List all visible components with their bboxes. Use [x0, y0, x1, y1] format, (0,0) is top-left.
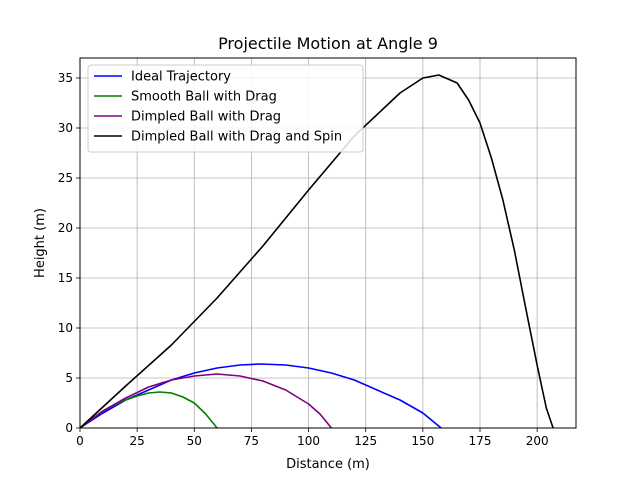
y-tick-label: 15 — [58, 271, 73, 285]
legend-label-4: Dimpled Ball with Drag and Spin — [131, 130, 342, 145]
y-tick-label: 0 — [65, 421, 73, 435]
x-tick-label: 100 — [297, 434, 320, 448]
legend: Ideal Trajectory Smooth Ball with Drag Dim… — [87, 64, 364, 153]
x-tick-label: 0 — [76, 434, 84, 448]
legend-entries: Ideal Trajectory Smooth Ball with Drag Dim… — [94, 70, 342, 145]
x-tick-label: 75 — [244, 434, 259, 448]
x-tick-label: 175 — [469, 434, 492, 448]
plot-frame — [79, 57, 577, 429]
series-line-1 — [79, 363, 442, 429]
legend-label-1: Ideal Trajectory — [131, 70, 231, 85]
x-tick-label: 25 — [130, 434, 145, 448]
legend-label-2: Smooth Ball with Drag — [131, 90, 277, 105]
chart-title: Projectile Motion at Angle 9 — [218, 34, 438, 53]
y-axis-label: Height (m) — [33, 208, 48, 278]
y-tick-label: 10 — [58, 321, 73, 335]
series-line-4 — [79, 74, 554, 429]
legend-label-3: Dimpled Ball with Drag — [131, 110, 281, 125]
series-line-3 — [79, 373, 333, 429]
y-tick-label: 30 — [58, 121, 73, 135]
series-lines — [79, 74, 554, 429]
x-tick-label: 125 — [354, 434, 377, 448]
x-tick-label: 150 — [411, 434, 434, 448]
y-tick-label: 35 — [58, 71, 73, 85]
x-tick-label: 200 — [526, 434, 549, 448]
axis-ticks: 0 25 50 75 100 125 150 175 200 0 5 10 15 20 25 30 35 — [58, 71, 549, 448]
y-tick-label: 5 — [65, 371, 73, 385]
y-tick-label: 20 — [58, 221, 73, 235]
legend-box — [87, 64, 364, 153]
x-tick-label: 50 — [187, 434, 202, 448]
x-axis-label: Distance (m) — [286, 457, 370, 472]
y-tick-label: 25 — [58, 171, 73, 185]
